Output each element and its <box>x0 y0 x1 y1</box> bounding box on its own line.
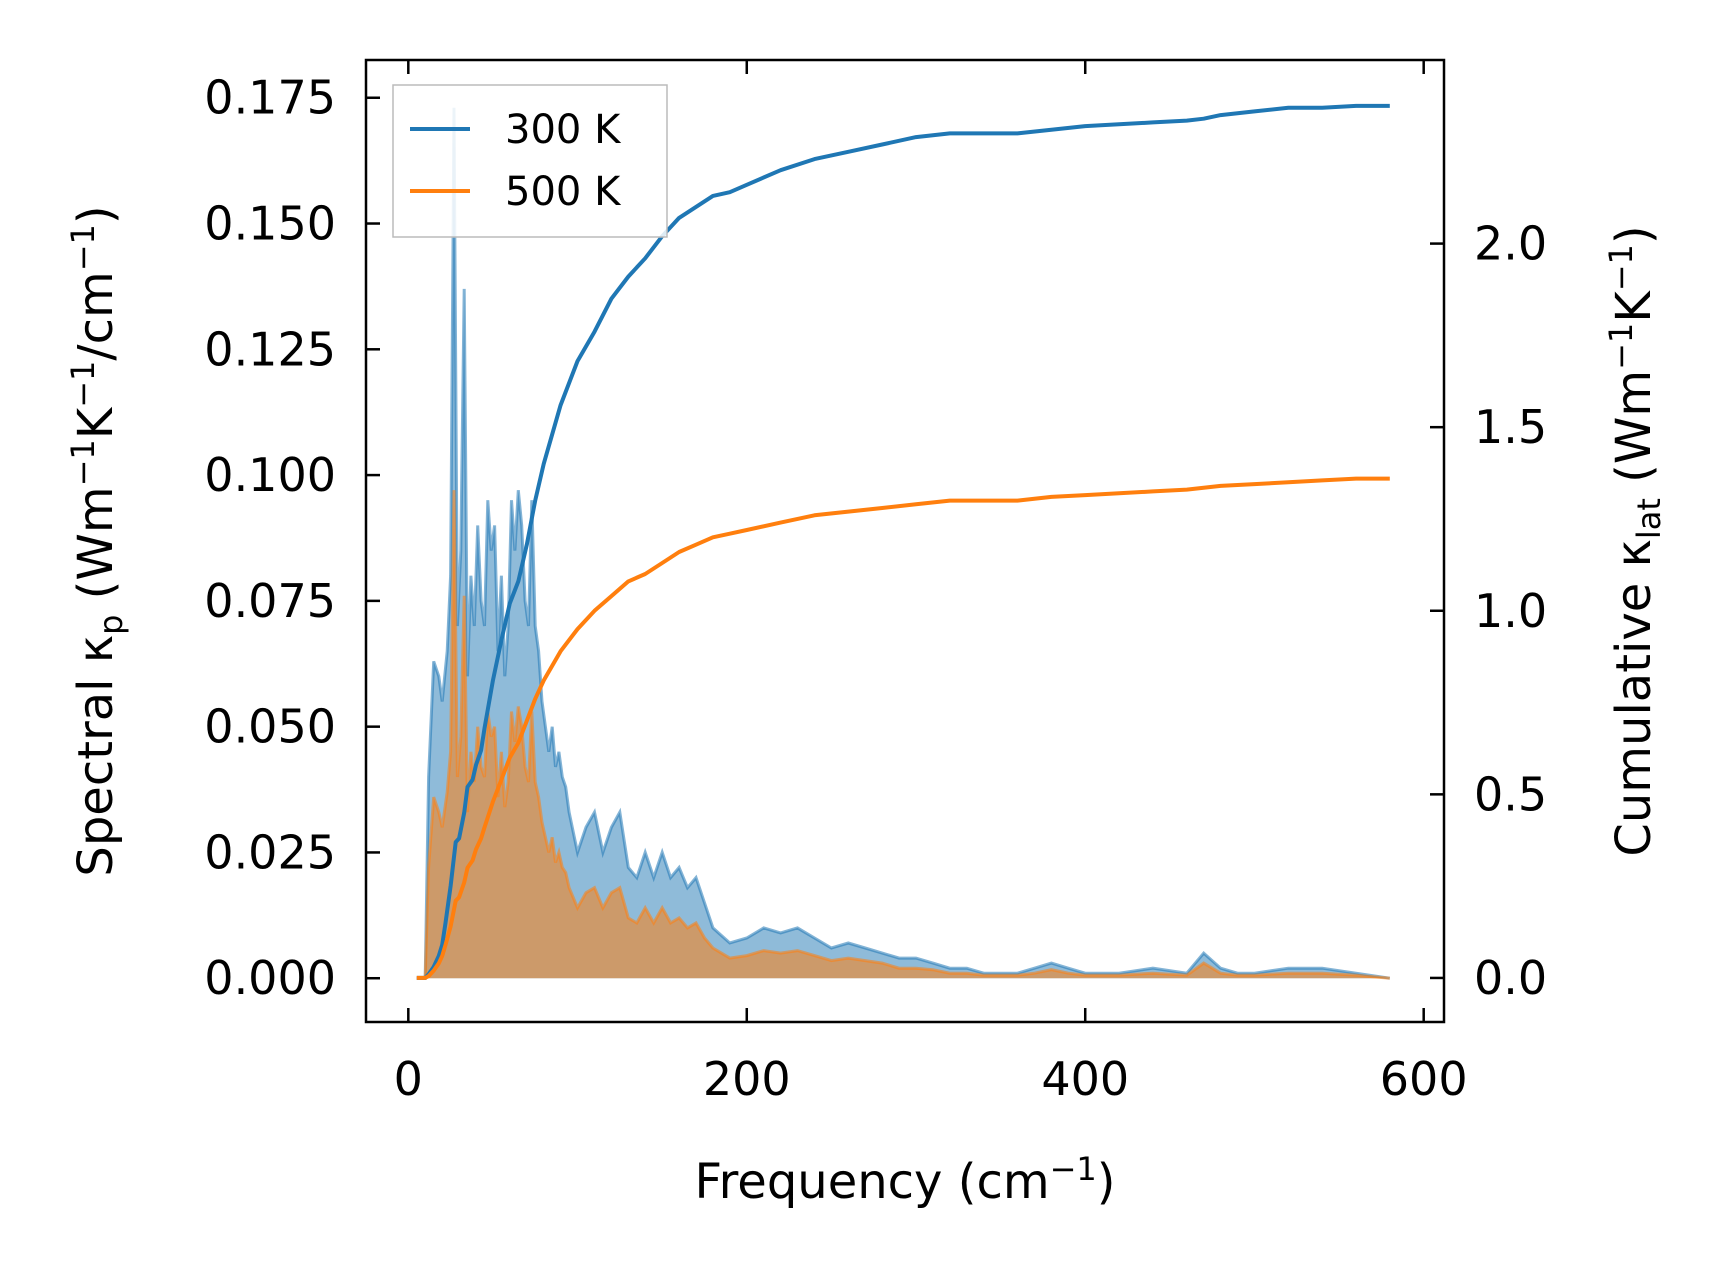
spectral-area-500k <box>416 490 1390 979</box>
y-right-tick-label: 1.0 <box>1474 584 1547 638</box>
legend-box <box>392 84 668 238</box>
spectral-layer <box>416 107 1391 980</box>
y-left-tick-label: 0.000 <box>204 951 336 1005</box>
y-axis-right-title: Cumulative κlat (Wm−1K−1) <box>1602 225 1668 856</box>
y-left-tick-label: 0.150 <box>204 197 336 251</box>
y-right-tick-label: 1.5 <box>1474 400 1547 454</box>
cumulative-line-500k <box>416 476 1390 980</box>
y-right-tick-label: 0.0 <box>1474 951 1547 1005</box>
x-tick-label: 400 <box>1041 1052 1129 1106</box>
spectral-line-500k <box>416 490 1390 980</box>
legend: 300 K 500 K <box>392 84 668 238</box>
plot-frame <box>364 58 1446 1024</box>
y-axis-left-title: Spectral κp (Wm−1K−1/cm−1) <box>64 205 130 876</box>
y-axis-left: 0.000 0.025 0.050 0.075 0.100 0.125 0.150 0.175 <box>204 71 380 1005</box>
y-axis-right: 0.0 0.5 1.0 1.5 2.0 <box>1430 217 1547 1005</box>
cumulative-line-300k <box>416 103 1390 980</box>
y-right-tick-label: 0.5 <box>1474 767 1547 821</box>
y-left-tick-label: 0.075 <box>204 574 336 628</box>
y-left-tick-label: 0.100 <box>204 448 336 502</box>
y-left-tick-label: 0.050 <box>204 700 336 754</box>
legend-label-300k: 300 K <box>505 107 622 153</box>
x-axis-title: Frequency (cm−1) <box>694 1150 1115 1210</box>
x-tick-label: 200 <box>703 1052 791 1106</box>
legend-label-500k: 500 K <box>505 169 622 215</box>
y-left-tick-label: 0.025 <box>204 825 336 879</box>
y-left-tick-label: 0.125 <box>204 322 336 376</box>
spectral-line-300k <box>416 107 1391 980</box>
y-right-tick-label: 2.0 <box>1474 217 1547 271</box>
x-tick-label: 600 <box>1380 1052 1468 1106</box>
x-tick-label: 0 <box>394 1052 423 1106</box>
x-axis: 0 200 400 600 <box>394 60 1468 1106</box>
cumulative-layer <box>416 103 1390 980</box>
y-left-tick-label: 0.175 <box>204 71 336 125</box>
